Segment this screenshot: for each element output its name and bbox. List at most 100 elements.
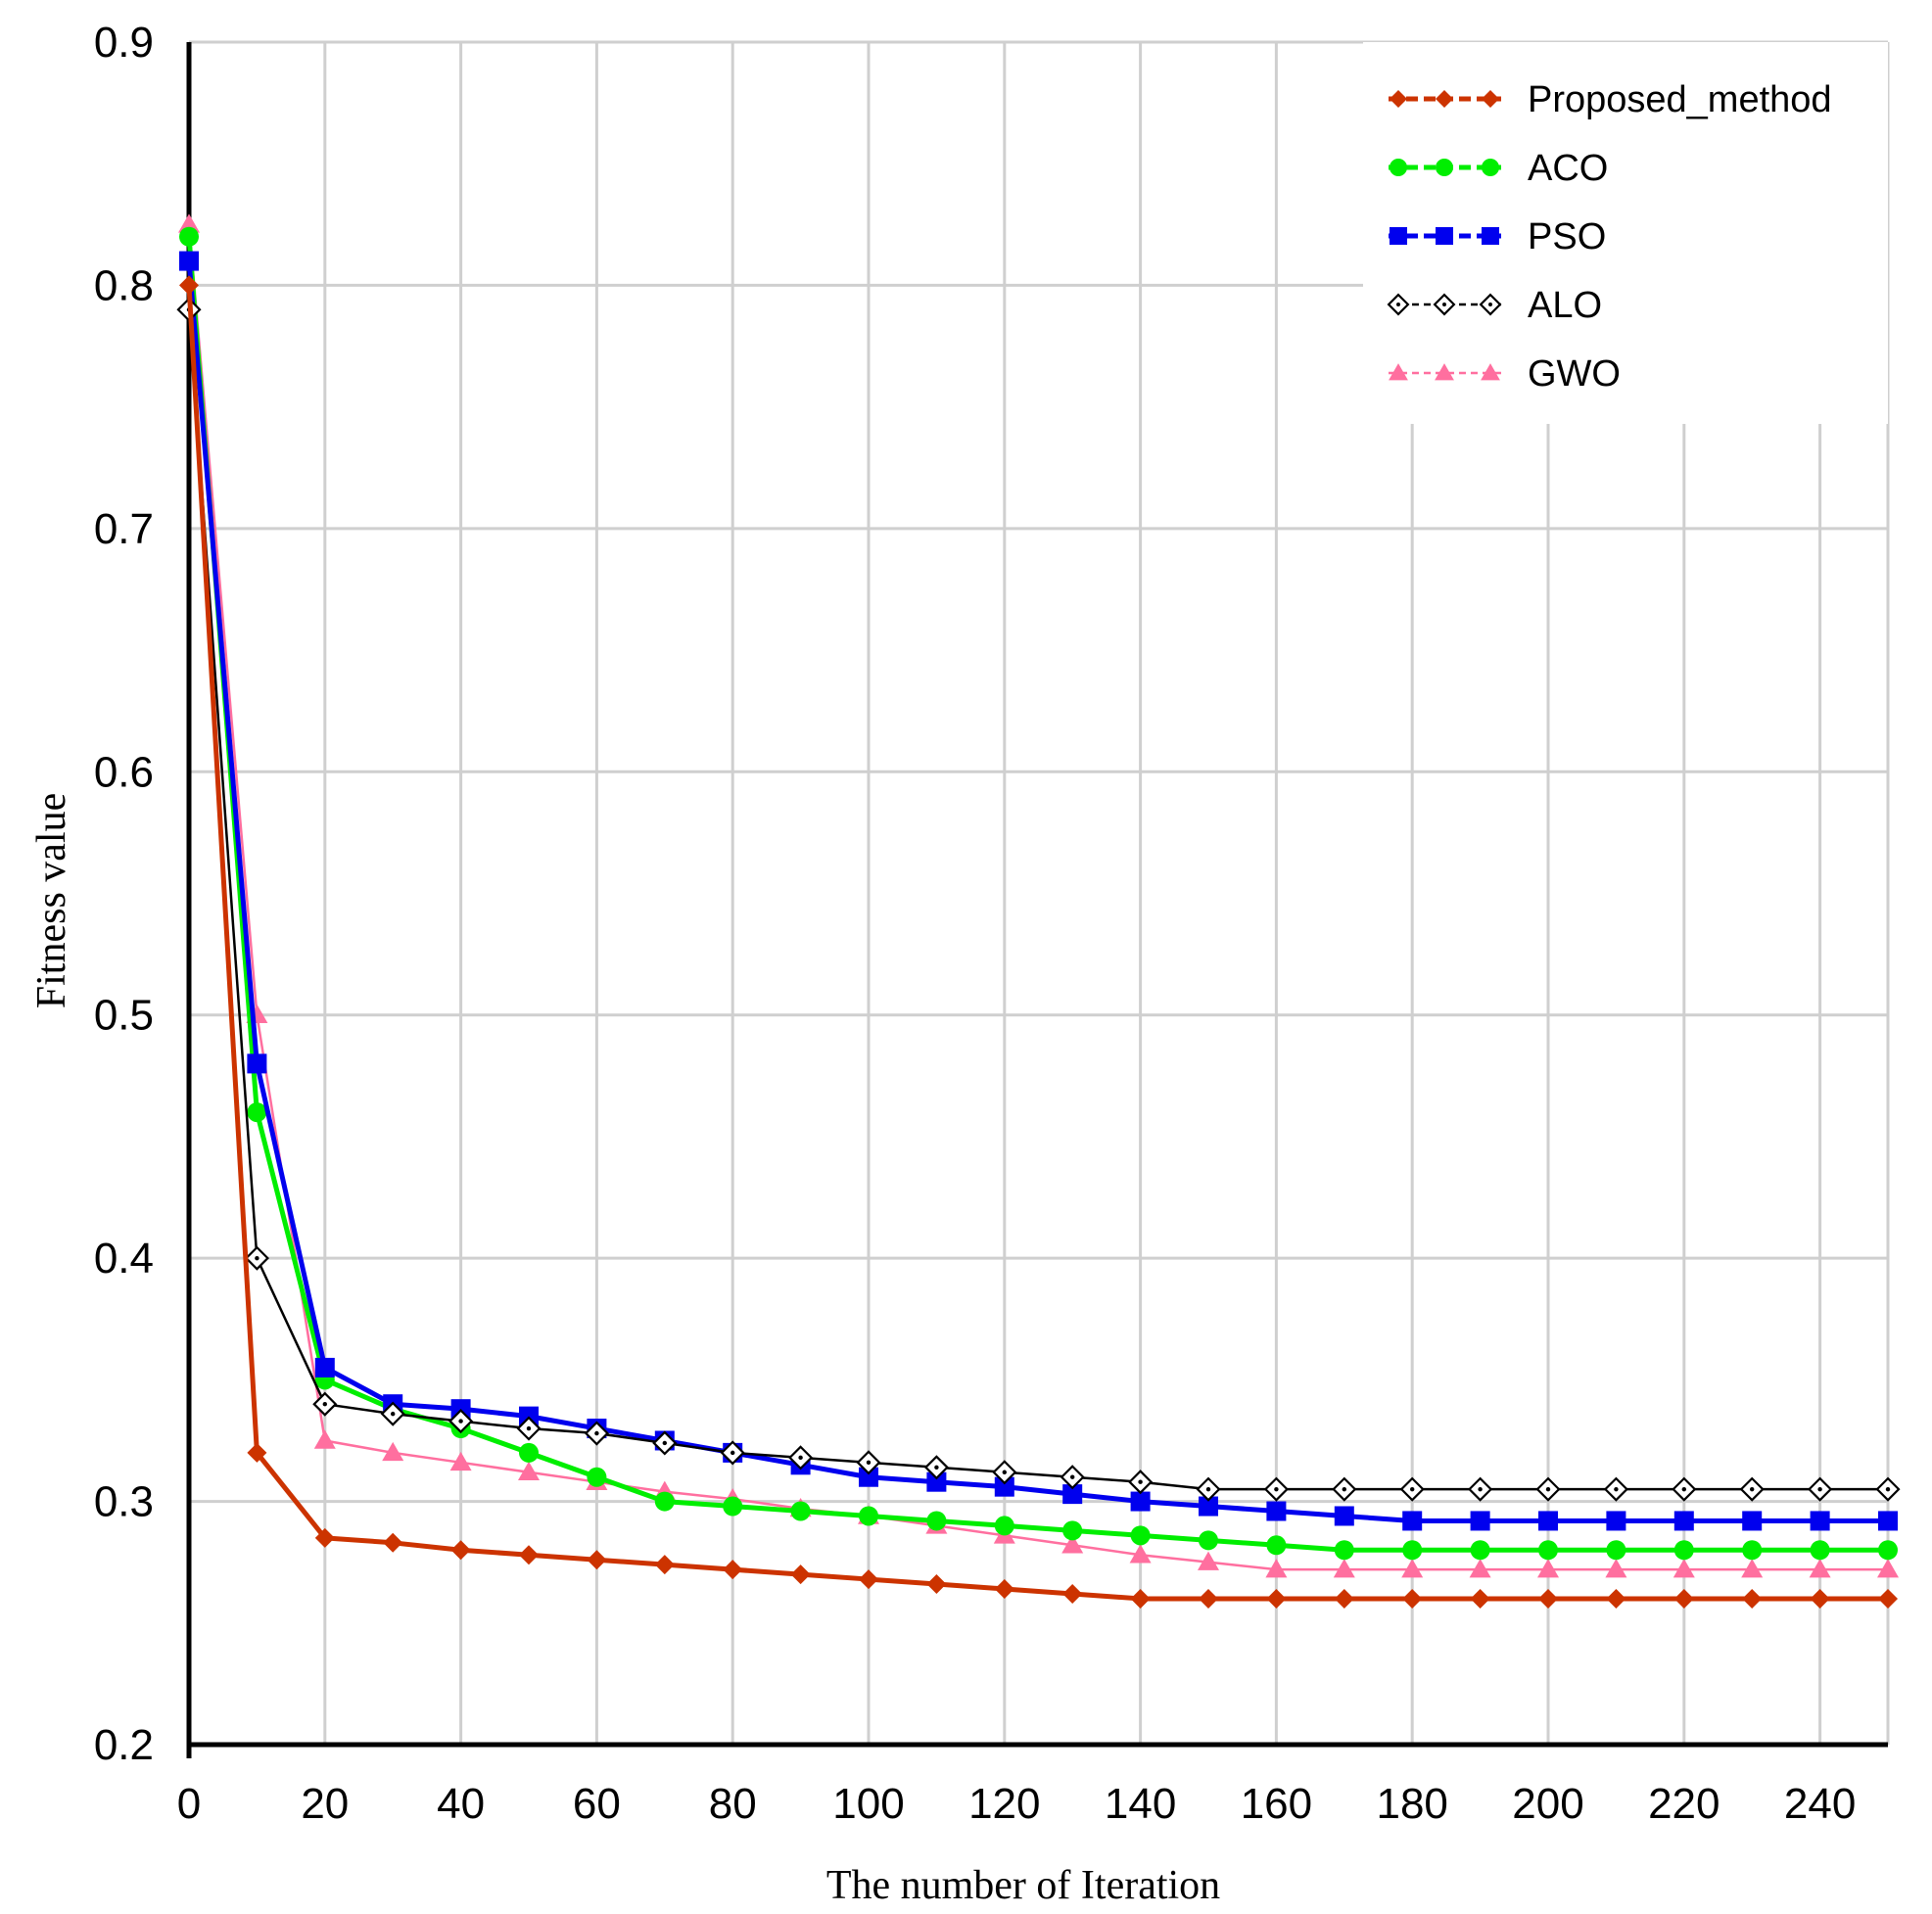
gwo-point <box>449 1451 472 1471</box>
alo-point <box>856 1450 881 1475</box>
pso-point <box>1810 1511 1830 1531</box>
pso-line <box>186 260 1888 1523</box>
x-tick-label: 180 <box>1376 1780 1447 1828</box>
gwo-point <box>1537 1559 1559 1578</box>
x-tick-label: 160 <box>1241 1780 1312 1828</box>
proposed-method-point <box>790 1564 811 1585</box>
proposed-method-point <box>1606 1588 1626 1609</box>
pso-point <box>314 1357 335 1377</box>
legend-marker-alo-dot <box>1442 303 1446 306</box>
legend-label-proposed-method: Proposed_method <box>1528 79 1832 120</box>
alo-point <box>1060 1465 1085 1490</box>
legend-marker-aco <box>1482 159 1499 176</box>
alo-point-dot <box>662 1440 667 1446</box>
proposed-method-point <box>1130 1588 1151 1609</box>
alo-point-dot <box>1342 1486 1347 1492</box>
alo-point-dot <box>1274 1486 1279 1492</box>
legend-marker-pso <box>1390 227 1407 245</box>
y-tick-label: 0.4 <box>94 1235 154 1283</box>
proposed-method-point <box>1538 1588 1558 1609</box>
aco-point <box>859 1506 878 1526</box>
aco-point <box>1334 1540 1354 1561</box>
legend-item-proposed-method: Proposed_method <box>1389 79 1832 120</box>
x-tick-label: 200 <box>1512 1780 1583 1828</box>
x-tick-label: 0 <box>177 1780 201 1828</box>
alo-point-dot <box>1205 1486 1211 1492</box>
aco-point <box>1742 1540 1763 1561</box>
alo-point <box>380 1401 405 1426</box>
y-tick-label: 0.9 <box>94 19 154 67</box>
legend-marker-pso <box>1482 227 1499 245</box>
x-tick-label: 40 <box>437 1780 485 1828</box>
gwo-point <box>1741 1559 1764 1578</box>
proposed-method-point <box>859 1569 878 1590</box>
pso-point <box>1742 1511 1763 1531</box>
alo-point <box>312 1391 338 1417</box>
legend: Proposed_method ACO PSO ALO GWO <box>1363 42 1888 424</box>
aco-point <box>1606 1540 1626 1561</box>
alo-point-dot <box>458 1419 463 1424</box>
legend-item-alo: ALO <box>1387 285 1602 326</box>
alo-point-dot <box>866 1460 872 1466</box>
pso-point <box>994 1476 1014 1497</box>
gwo-point <box>1469 1559 1491 1578</box>
alo-point-dot <box>1545 1486 1551 1492</box>
alo-point-dot <box>1070 1474 1075 1479</box>
gwo-point <box>1401 1559 1424 1578</box>
y-axis-label: Fitness value <box>29 793 74 1008</box>
aco-point <box>926 1511 947 1531</box>
gwo-point <box>1129 1544 1152 1564</box>
proposed-method-point <box>1470 1588 1490 1609</box>
aco-point <box>1266 1535 1287 1556</box>
gwo-point <box>313 1429 336 1449</box>
aco-point <box>1538 1540 1558 1561</box>
alo-point <box>1739 1476 1765 1502</box>
y-tick-label: 0.8 <box>94 261 154 309</box>
y-tick-label: 0.3 <box>94 1478 154 1526</box>
alo-point <box>516 1416 542 1441</box>
aco-point <box>723 1496 743 1517</box>
aco-point <box>179 226 199 247</box>
y-tick-label: 0.6 <box>94 748 154 796</box>
aco-point <box>1402 1540 1423 1561</box>
pso-point <box>1673 1511 1694 1531</box>
proposed-method-point <box>314 1527 335 1548</box>
legend-marker-aco <box>1390 159 1407 176</box>
alo-point-dot <box>391 1411 396 1417</box>
aco-point <box>587 1467 607 1487</box>
proposed-method-point <box>1878 1588 1898 1609</box>
legend-item-aco: ACO <box>1389 148 1608 189</box>
gwo-point <box>178 213 200 233</box>
proposed-method-point <box>1334 1588 1354 1609</box>
legend-item-pso: PSO <box>1389 216 1606 257</box>
legend-marker-proposed-method <box>1482 90 1499 108</box>
series-pso <box>179 251 1898 1531</box>
pso-point <box>1199 1496 1218 1517</box>
pso-point <box>1334 1506 1354 1526</box>
gwo-point <box>1673 1559 1695 1578</box>
proposed-method-point <box>654 1555 675 1575</box>
alo-point-dot <box>934 1465 939 1470</box>
alo-point-dot <box>1885 1486 1891 1492</box>
legend-item-gwo: GWO <box>1389 353 1621 395</box>
alo-point <box>1603 1476 1628 1502</box>
proposed-method-point <box>926 1574 947 1595</box>
alo-point-dot <box>322 1402 327 1407</box>
proposed-method-point <box>1062 1583 1083 1604</box>
pso-point <box>1606 1511 1626 1531</box>
x-tick-label: 240 <box>1784 1780 1856 1828</box>
aco-point <box>247 1102 267 1123</box>
aco-point <box>1130 1525 1151 1546</box>
tick-labels: 0 20 40 60 80 100 120 140 160 180 200 220 240 0.2 0.3 0… <box>94 19 1856 1828</box>
gwo-point <box>1877 1559 1899 1578</box>
pso-point <box>926 1471 947 1492</box>
proposed-method-point <box>1199 1588 1218 1609</box>
proposed-method-point <box>1673 1588 1694 1609</box>
gwo-point <box>382 1441 404 1462</box>
gwo-point <box>1333 1559 1355 1578</box>
gwo-point <box>1809 1559 1831 1578</box>
alo-point-dot <box>1138 1479 1143 1484</box>
pso-point <box>247 1053 267 1074</box>
pso-point <box>1538 1511 1558 1531</box>
pso-point <box>1470 1511 1490 1531</box>
